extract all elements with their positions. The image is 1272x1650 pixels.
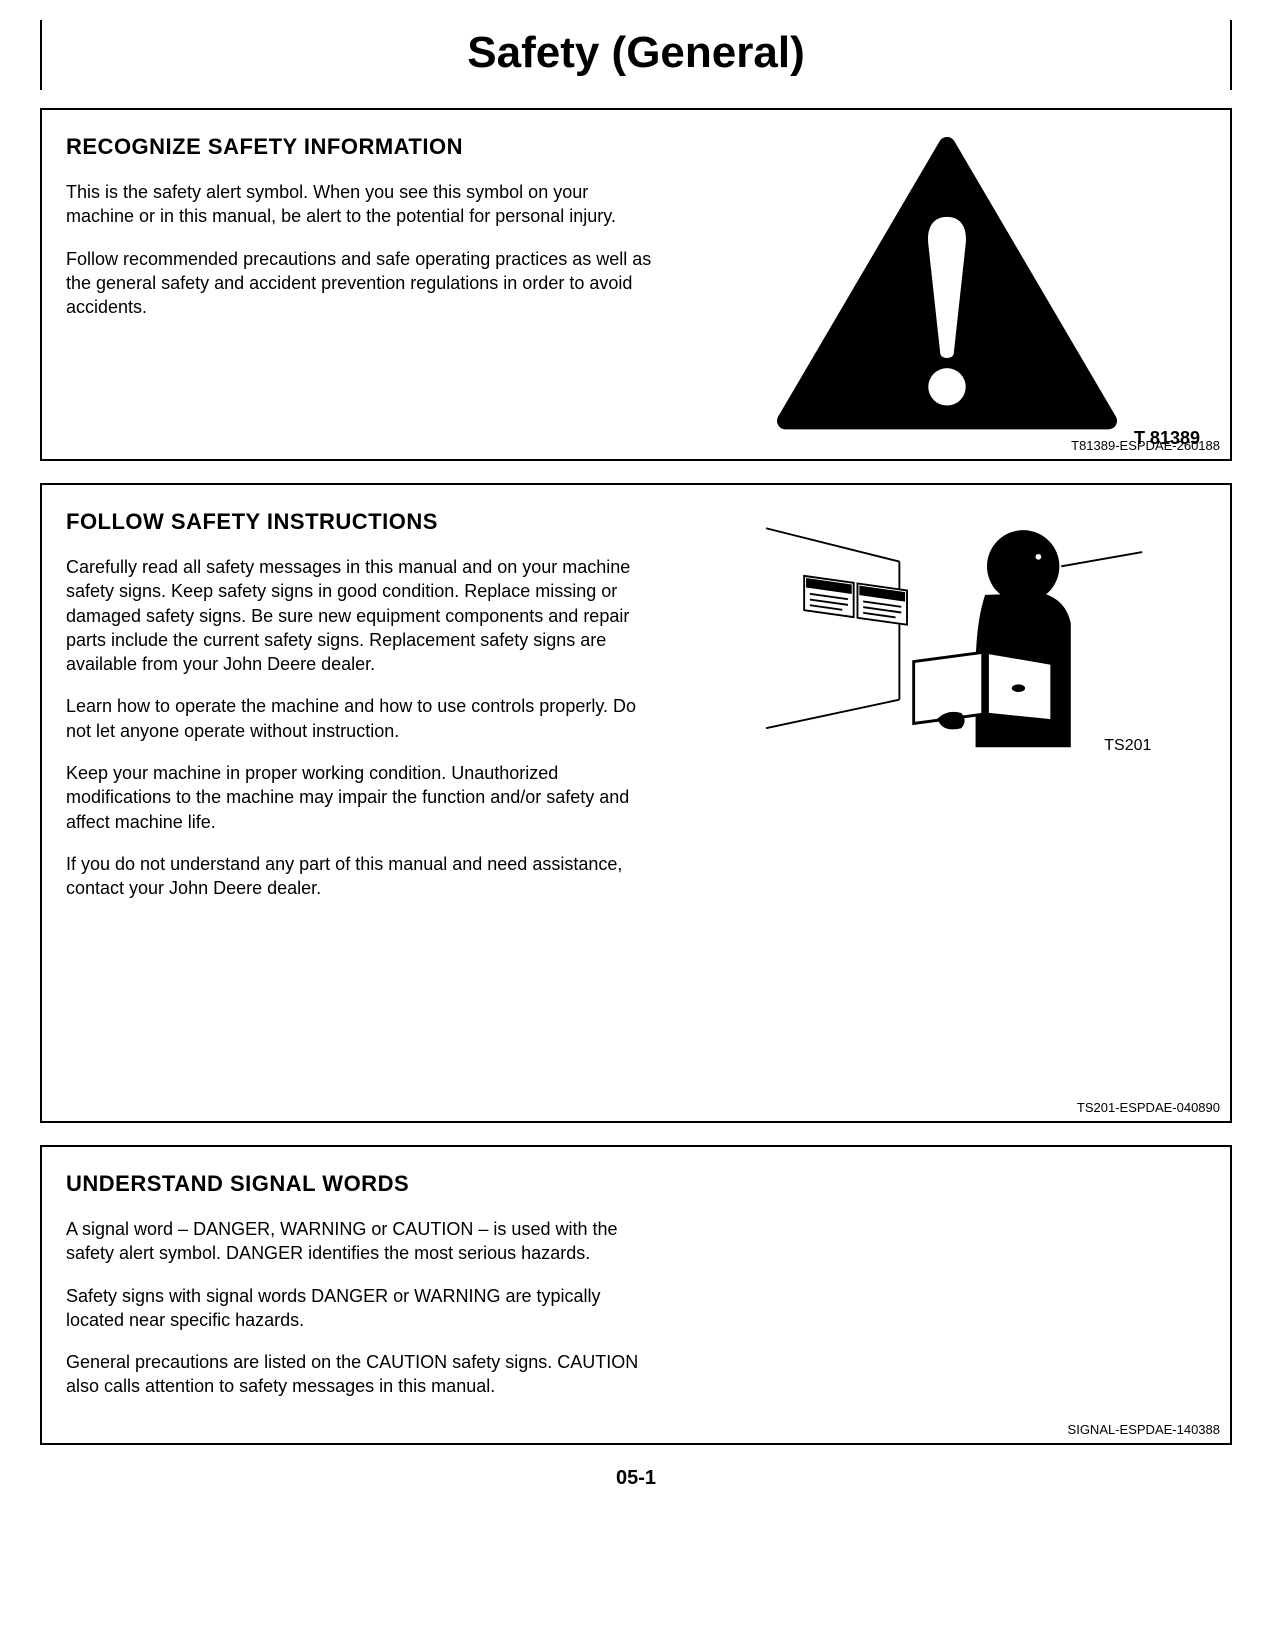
document-code: SIGNAL-ESPDAE-140388 [1068,1422,1220,1437]
section-heading: FOLLOW SAFETY INSTRUCTIONS [66,509,659,535]
page-title: Safety (General) [42,28,1230,78]
section-text: RECOGNIZE SAFETY INFORMATION This is the… [66,134,659,449]
paragraph: A signal word – DANGER, WARNING or CAUTI… [66,1217,659,1266]
document-code: TS201-ESPDAE-040890 [1077,1100,1220,1115]
figure-label: TS201 [1104,737,1151,755]
section-recognize-safety: RECOGNIZE SAFETY INFORMATION This is the… [40,108,1232,461]
section-signal-words: UNDERSTAND SIGNAL WORDS A signal word – … [40,1145,1232,1445]
reader-manual-icon: TS201 [737,509,1157,755]
document-code: T81389-ESPDAE-260188 [1071,438,1220,453]
section-text: UNDERSTAND SIGNAL WORDS A signal word – … [66,1171,659,1417]
page-number: 05-1 [40,1467,1232,1490]
section-figure: TS201 [689,509,1206,919]
paragraph: Follow recommended precautions and safe … [66,247,659,320]
paragraph: If you do not understand any part of thi… [66,852,659,901]
warning-triangle-icon [762,134,1132,434]
paragraph: Keep your machine in proper working cond… [66,761,659,834]
paragraph: This is the safety alert symbol. When yo… [66,180,659,229]
section-figure-empty [689,1171,1206,1417]
section-heading: RECOGNIZE SAFETY INFORMATION [66,134,659,160]
paragraph: Learn how to operate the machine and how… [66,694,659,743]
page-title-container: Safety (General) [40,20,1232,90]
paragraph: General precautions are listed on the CA… [66,1350,659,1399]
paragraph: Carefully read all safety messages in th… [66,555,659,676]
section-follow-safety: FOLLOW SAFETY INSTRUCTIONS Carefully rea… [40,483,1232,1123]
paragraph: Safety signs with signal words DANGER or… [66,1284,659,1333]
section-heading: UNDERSTAND SIGNAL WORDS [66,1171,659,1197]
section-text: FOLLOW SAFETY INSTRUCTIONS Carefully rea… [66,509,659,919]
section-figure: T 81389 [689,134,1206,449]
